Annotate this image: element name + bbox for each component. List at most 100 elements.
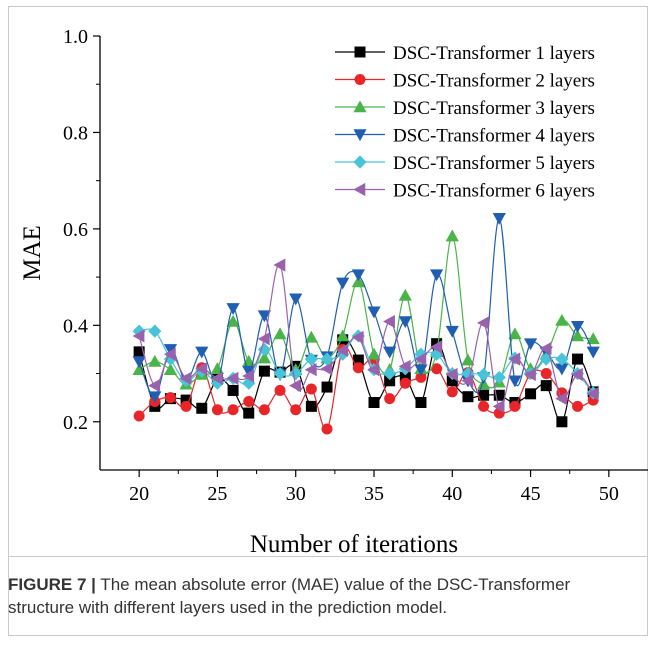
series-layer <box>132 213 600 435</box>
data-point <box>508 375 522 388</box>
data-point <box>257 332 270 346</box>
data-point <box>446 386 458 398</box>
data-point <box>478 400 490 412</box>
x-axis-label: Number of iterations <box>250 531 458 558</box>
data-point <box>540 380 552 392</box>
data-point <box>461 374 474 388</box>
data-point <box>586 346 600 359</box>
data-point <box>179 371 192 385</box>
data-point <box>226 371 239 385</box>
data-point <box>226 314 240 327</box>
data-point <box>398 359 411 373</box>
data-point <box>210 371 223 385</box>
data-point <box>351 269 365 282</box>
data-point <box>132 356 146 369</box>
x-tick-label: 20 <box>129 483 149 505</box>
data-point <box>383 314 395 329</box>
figure-caption: FIGURE 7 | The mean absolute error (MAE)… <box>8 573 608 619</box>
figure-label: FIGURE 7 | <box>8 575 96 594</box>
data-point <box>289 366 303 381</box>
legend-marker <box>354 46 366 58</box>
legend: DSC-Transformer 1 layers DSC-Transformer … <box>335 43 595 202</box>
data-point <box>445 325 459 338</box>
data-point <box>399 377 411 389</box>
data-point <box>258 404 270 416</box>
y-tick-label: 0.2 <box>63 412 88 434</box>
data-point <box>195 362 208 376</box>
data-point <box>242 369 255 383</box>
legend-marker <box>354 74 366 85</box>
y-tick-label: 0.8 <box>63 122 88 144</box>
data-point <box>180 394 192 406</box>
data-point <box>414 352 427 366</box>
data-point <box>321 381 333 393</box>
legend-label: DSC-Transformer 3 layers <box>393 98 595 119</box>
data-point <box>446 375 458 387</box>
legend-item: DSC-Transformer 5 layers <box>335 153 595 174</box>
data-point <box>148 354 162 367</box>
data-point <box>243 396 255 408</box>
data-point <box>273 327 287 340</box>
data-point <box>570 367 583 382</box>
data-point <box>539 352 553 366</box>
data-point <box>148 379 161 393</box>
x-tick-label: 25 <box>207 483 227 505</box>
data-point <box>289 293 303 306</box>
data-point <box>445 367 458 382</box>
y-axis-label: MAE <box>19 225 46 281</box>
data-point <box>321 423 333 435</box>
y-tick-label: 0.6 <box>63 219 88 241</box>
data-point <box>398 316 412 329</box>
legend-item: DSC-Transformer 6 layers <box>335 181 595 202</box>
x-tick-label: 40 <box>442 483 462 505</box>
data-point <box>555 352 569 366</box>
data-point <box>352 362 364 374</box>
data-point <box>492 370 506 385</box>
data-point <box>289 379 301 393</box>
data-point <box>304 330 318 343</box>
data-point <box>227 384 239 396</box>
y-tick-label: 1.0 <box>63 26 88 48</box>
legend-item: DSC-Transformer 4 layers <box>335 126 595 147</box>
data-point <box>523 367 536 382</box>
data-point <box>273 258 286 272</box>
data-point <box>352 354 364 366</box>
caption-divider <box>8 556 648 557</box>
data-point <box>210 376 225 390</box>
data-point <box>320 352 334 366</box>
data-point <box>242 376 256 390</box>
x-tick-label: 30 <box>286 483 306 505</box>
x-tick-label: 45 <box>521 483 541 505</box>
data-point <box>258 365 270 377</box>
data-point <box>430 269 444 282</box>
data-point <box>572 400 584 412</box>
data-point <box>243 407 255 419</box>
data-point <box>398 288 412 301</box>
data-point <box>415 396 427 408</box>
data-point <box>462 391 474 403</box>
data-point <box>195 346 209 359</box>
data-point <box>572 353 584 365</box>
data-point <box>384 393 396 405</box>
data-point <box>477 316 489 330</box>
data-point <box>525 388 537 400</box>
data-point <box>492 213 506 225</box>
data-point <box>351 330 364 344</box>
data-point <box>430 340 442 354</box>
mae-line-chart: 20 25 30 35 40 45 50 0.2 0.4 0.6 0.8 1.0 Number of i… <box>19 26 648 558</box>
data-point <box>540 368 552 380</box>
data-point <box>539 341 552 356</box>
data-point <box>132 329 145 343</box>
data-point <box>415 371 427 383</box>
data-point <box>336 329 350 342</box>
data-point <box>148 391 162 404</box>
legend-marker <box>353 155 367 169</box>
data-point <box>257 310 271 323</box>
legend-label: DSC-Transformer 6 layers <box>393 181 595 202</box>
data-point <box>445 229 459 242</box>
data-point <box>477 367 491 382</box>
data-point <box>305 400 317 412</box>
data-point <box>336 277 350 290</box>
figure-frame <box>8 6 648 636</box>
data-point <box>290 404 302 416</box>
